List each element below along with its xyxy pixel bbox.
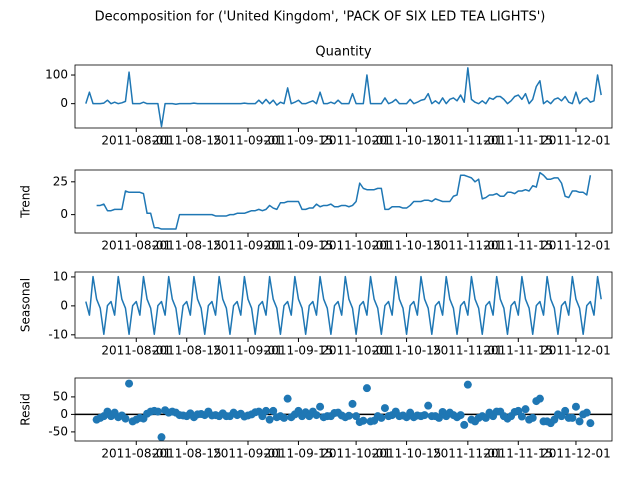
point bbox=[265, 415, 274, 424]
point bbox=[157, 433, 166, 441]
point bbox=[283, 394, 292, 403]
y-tick-label: 10 bbox=[53, 269, 68, 283]
x-tick-label: 2011-10-15 bbox=[372, 134, 442, 148]
x-tick-label: 2011-09-15 bbox=[264, 239, 334, 253]
point bbox=[377, 413, 386, 422]
x-tick-label: 2011-11-15 bbox=[483, 239, 553, 253]
series-line bbox=[85, 275, 602, 335]
point bbox=[435, 413, 444, 422]
point bbox=[121, 414, 130, 423]
x-tick-label: 2011-09-15 bbox=[264, 447, 334, 461]
point bbox=[463, 380, 472, 389]
x-tick-label: 2011-10-01 bbox=[321, 447, 391, 461]
point bbox=[517, 412, 526, 421]
figure-title: Decomposition for ('United Kingdom', 'PA… bbox=[95, 10, 546, 25]
x-tick-label: 2011-09-15 bbox=[264, 344, 334, 358]
point bbox=[153, 407, 162, 416]
axes-frame bbox=[74, 271, 613, 339]
point bbox=[348, 399, 357, 408]
point bbox=[269, 406, 278, 415]
x-tick-label: 2011-10-01 bbox=[321, 134, 391, 148]
point bbox=[344, 411, 353, 420]
point bbox=[568, 413, 577, 422]
x-tick-label: 2011-08-01 bbox=[101, 344, 171, 358]
x-tick-label: 2011-12-01 bbox=[541, 239, 611, 253]
y-axis-label: Trend bbox=[19, 185, 33, 219]
point bbox=[456, 411, 465, 420]
x-tick-label: 2011-08-01 bbox=[101, 239, 171, 253]
x-tick-label: 2011-10-15 bbox=[372, 447, 442, 461]
series-line bbox=[96, 171, 592, 230]
x-tick-label: 2011-08-15 bbox=[152, 447, 222, 461]
axes-frame bbox=[74, 169, 613, 234]
point bbox=[575, 417, 584, 426]
x-tick-label: 2011-08-15 bbox=[152, 239, 222, 253]
x-tick-label: 2011-09-01 bbox=[213, 344, 283, 358]
x-tick-label: 2011-08-15 bbox=[152, 134, 222, 148]
point bbox=[280, 413, 289, 422]
point bbox=[424, 401, 433, 410]
y-tick-label: 0 bbox=[60, 96, 68, 110]
x-tick-label: 2011-11-15 bbox=[483, 447, 553, 461]
point bbox=[125, 379, 134, 388]
x-tick-label: 2011-08-15 bbox=[152, 344, 222, 358]
x-tick-label: 2011-10-15 bbox=[372, 344, 442, 358]
y-tick-label: 0 bbox=[60, 407, 68, 421]
x-tick-label: 2011-11-01 bbox=[433, 447, 503, 461]
point bbox=[586, 419, 595, 428]
y-tick-label: 0 bbox=[60, 298, 68, 312]
axes-frame bbox=[74, 377, 613, 442]
x-tick-label: 2011-10-01 bbox=[321, 239, 391, 253]
x-tick-label: 2011-08-01 bbox=[101, 134, 171, 148]
x-tick-label: 2011-12-01 bbox=[541, 447, 611, 461]
point bbox=[521, 405, 530, 414]
x-tick-label: 2011-11-01 bbox=[433, 344, 503, 358]
y-axis-label: Seasonal bbox=[19, 278, 33, 332]
x-tick-label: 2011-09-01 bbox=[213, 134, 283, 148]
plot-area bbox=[96, 171, 592, 230]
y-tick-label: 25 bbox=[53, 174, 68, 188]
point bbox=[316, 402, 325, 411]
point bbox=[571, 402, 580, 411]
point bbox=[582, 408, 591, 417]
x-tick-label: 2011-11-15 bbox=[483, 344, 553, 358]
x-tick-label: 2011-08-01 bbox=[101, 447, 171, 461]
x-tick-label: 2011-10-15 bbox=[372, 239, 442, 253]
y-axis-label: Resid bbox=[19, 393, 33, 425]
y-tick-label: 50 bbox=[53, 389, 68, 403]
y-tick-label: -50 bbox=[48, 424, 68, 438]
point bbox=[535, 394, 544, 403]
plot-area bbox=[75, 379, 612, 441]
x-tick-label: 2011-09-15 bbox=[264, 134, 334, 148]
y-tick-label: 0 bbox=[60, 207, 68, 221]
point bbox=[561, 406, 570, 415]
x-tick-label: 2011-11-01 bbox=[433, 134, 503, 148]
point bbox=[262, 406, 271, 415]
series-line bbox=[85, 67, 602, 128]
point bbox=[460, 420, 469, 429]
y-tick-label: -10 bbox=[48, 327, 68, 341]
y-tick-label: 100 bbox=[45, 68, 68, 82]
x-tick-label: 2011-12-01 bbox=[541, 344, 611, 358]
point bbox=[312, 411, 321, 420]
x-tick-label: 2011-10-01 bbox=[321, 344, 391, 358]
plot-area bbox=[85, 275, 602, 335]
x-tick-label: 2011-09-01 bbox=[213, 447, 283, 461]
x-tick-label: 2011-09-01 bbox=[213, 239, 283, 253]
point bbox=[362, 384, 371, 393]
point bbox=[380, 404, 389, 413]
x-tick-label: 2011-11-15 bbox=[483, 134, 553, 148]
x-tick-label: 2011-12-01 bbox=[541, 134, 611, 148]
x-tick-label: 2011-11-01 bbox=[433, 239, 503, 253]
point bbox=[528, 413, 537, 422]
plot-area bbox=[85, 67, 602, 128]
axes-frame bbox=[74, 64, 613, 129]
point bbox=[420, 411, 429, 420]
point bbox=[352, 412, 361, 421]
panel-title: Quantity bbox=[315, 45, 371, 60]
point bbox=[359, 416, 368, 425]
